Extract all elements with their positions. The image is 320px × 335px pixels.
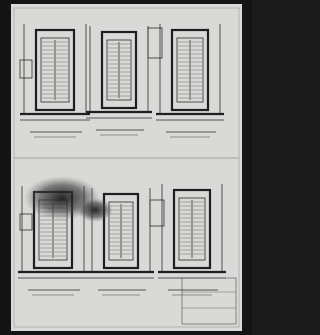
drawing-sheet [11, 4, 242, 331]
plans [18, 24, 226, 296]
wall [34, 28, 76, 112]
wall [170, 28, 210, 112]
sheet-border [13, 7, 240, 328]
paper [11, 4, 242, 331]
wall [102, 192, 140, 270]
water-stain [77, 198, 113, 222]
elevator [19, 213, 33, 231]
elevator [19, 59, 33, 79]
stair-well [176, 37, 204, 103]
wall [100, 30, 138, 110]
stair-well [40, 37, 70, 103]
stair-well [106, 39, 132, 101]
page: (() => { const data = JSON.parse(documen… [11, 4, 242, 331]
title-block [181, 277, 237, 325]
room [149, 199, 165, 227]
wall [172, 188, 212, 270]
stair-well [108, 201, 134, 261]
stair-well [178, 197, 206, 261]
room [147, 27, 163, 59]
